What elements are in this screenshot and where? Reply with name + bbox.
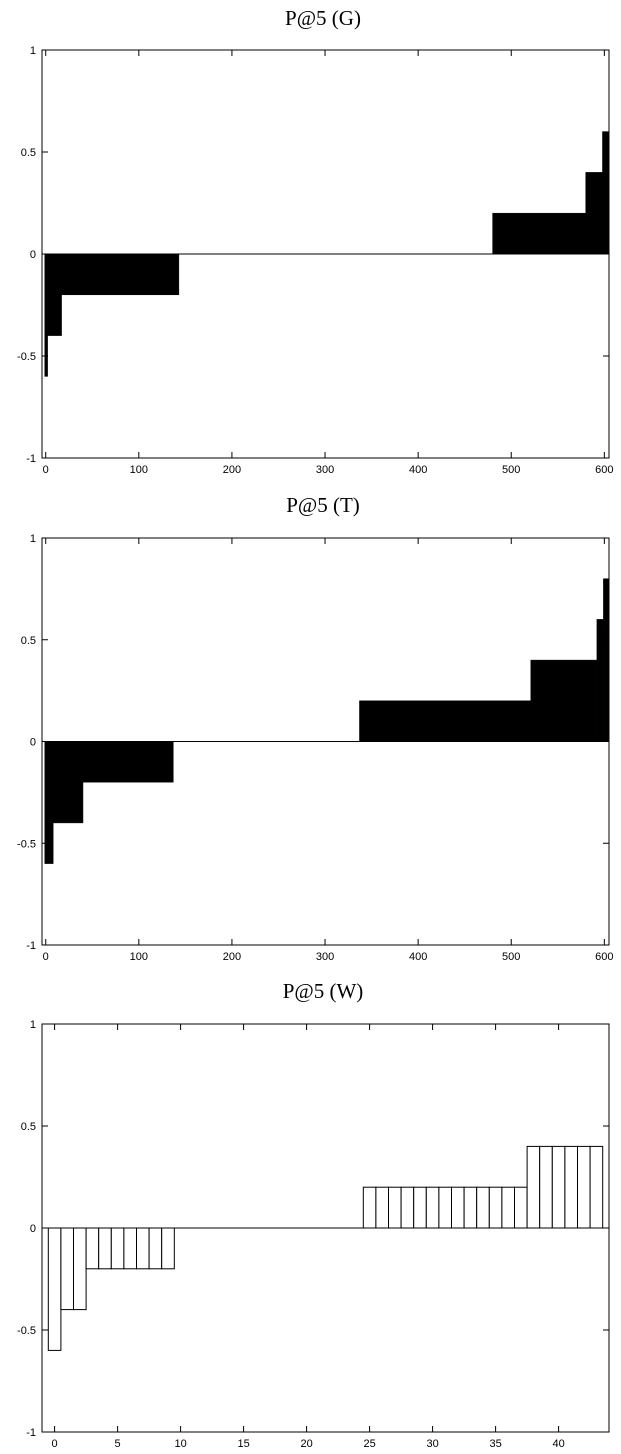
x-tick-label: 400: [409, 464, 427, 476]
bar: [585, 172, 603, 255]
x-tick-label: 15: [237, 1438, 249, 1450]
bar: [82, 741, 174, 783]
bar: [514, 1186, 528, 1229]
bar: [98, 1227, 112, 1270]
bar: [596, 619, 604, 742]
y-tick-label: -0.5: [17, 838, 36, 850]
bar: [52, 741, 84, 824]
bar: [530, 659, 598, 742]
bar: [44, 253, 48, 377]
chart-title: P@5 (W): [283, 979, 364, 1003]
y-tick-label: -1: [26, 453, 36, 465]
bar: [438, 1186, 452, 1229]
x-tick-label: 300: [316, 951, 334, 963]
bar: [603, 578, 610, 742]
bar: [85, 1227, 100, 1270]
y-tick-label: 1: [30, 533, 36, 545]
y-tick-label: 1: [30, 1019, 36, 1031]
bar: [425, 1186, 440, 1229]
y-tick-label: -0.5: [17, 1325, 36, 1337]
y-tick-label: 0: [30, 737, 36, 749]
bar: [123, 1227, 138, 1270]
bar: [564, 1145, 579, 1229]
y-tick-label: 1: [30, 45, 36, 57]
x-tick-label: 600: [595, 951, 613, 963]
x-tick-label: 5: [115, 1438, 121, 1450]
y-tick-label: 0.5: [21, 635, 36, 647]
bar: [413, 1186, 427, 1229]
bar: [539, 1145, 553, 1229]
x-tick-label: 100: [130, 464, 148, 476]
chart-title: P@5 (G): [285, 6, 361, 30]
x-tick-label: 40: [552, 1438, 564, 1450]
x-tick-label: 500: [502, 464, 520, 476]
x-tick-label: 30: [426, 1438, 438, 1450]
bar: [501, 1186, 515, 1229]
bar: [451, 1186, 465, 1229]
bar: [136, 1227, 150, 1270]
bar: [551, 1145, 566, 1229]
y-tick-label: 0: [30, 249, 36, 261]
bar: [359, 700, 532, 742]
bar: [47, 253, 62, 336]
y-tick-label: -0.5: [17, 351, 36, 363]
bar: [488, 1186, 503, 1229]
bar: [362, 1186, 377, 1229]
x-tick-label: 20: [300, 1438, 312, 1450]
x-tick-label: 500: [502, 951, 520, 963]
bar: [577, 1145, 591, 1229]
bar: [61, 253, 180, 296]
x-tick-label: 0: [43, 464, 49, 476]
bar: [526, 1145, 541, 1229]
bar: [589, 1145, 604, 1229]
bar: [44, 741, 54, 864]
y-tick-label: -1: [26, 1427, 36, 1439]
x-tick-label: 200: [223, 464, 241, 476]
x-tick-label: 100: [130, 951, 148, 963]
bar: [476, 1186, 490, 1229]
x-tick-label: 10: [174, 1438, 186, 1450]
bar: [110, 1227, 125, 1270]
y-tick-label: 0: [30, 1223, 36, 1235]
bar: [47, 1227, 62, 1351]
chart-title: P@5 (T): [286, 493, 360, 517]
bar: [73, 1227, 87, 1311]
x-tick-label: 200: [223, 951, 241, 963]
bar: [60, 1227, 75, 1311]
x-tick-label: 35: [489, 1438, 501, 1450]
chart-panel-g: P@5 (G) -1 -0.5 0 0.5 1 0 100 200 300 400 500 600: [17, 6, 613, 476]
bar: [492, 212, 586, 255]
bar: [388, 1186, 402, 1229]
x-tick-label: 400: [409, 951, 427, 963]
bar: [463, 1186, 478, 1229]
x-tick-label: 0: [43, 951, 49, 963]
x-tick-label: 600: [595, 464, 613, 476]
chart-panel-t: P@5 (T) -1 -0.5 0 0.5 1 0 100 200 300 400 500 600: [17, 493, 613, 963]
bar: [602, 131, 610, 255]
y-tick-label: 0.5: [21, 147, 36, 159]
bar: [148, 1227, 163, 1270]
bar: [400, 1186, 415, 1229]
x-tick-label: 0: [52, 1438, 58, 1450]
bar: [375, 1186, 389, 1229]
bar: [161, 1227, 175, 1270]
x-tick-label: 300: [316, 464, 334, 476]
y-tick-label: 0.5: [21, 1121, 36, 1133]
y-tick-label: -1: [26, 940, 36, 952]
chart-panel-w: P@5 (W) -1-0.500.510 5 10 15 20 25 30 35 40: [17, 979, 610, 1450]
x-tick-label: 25: [363, 1438, 375, 1450]
